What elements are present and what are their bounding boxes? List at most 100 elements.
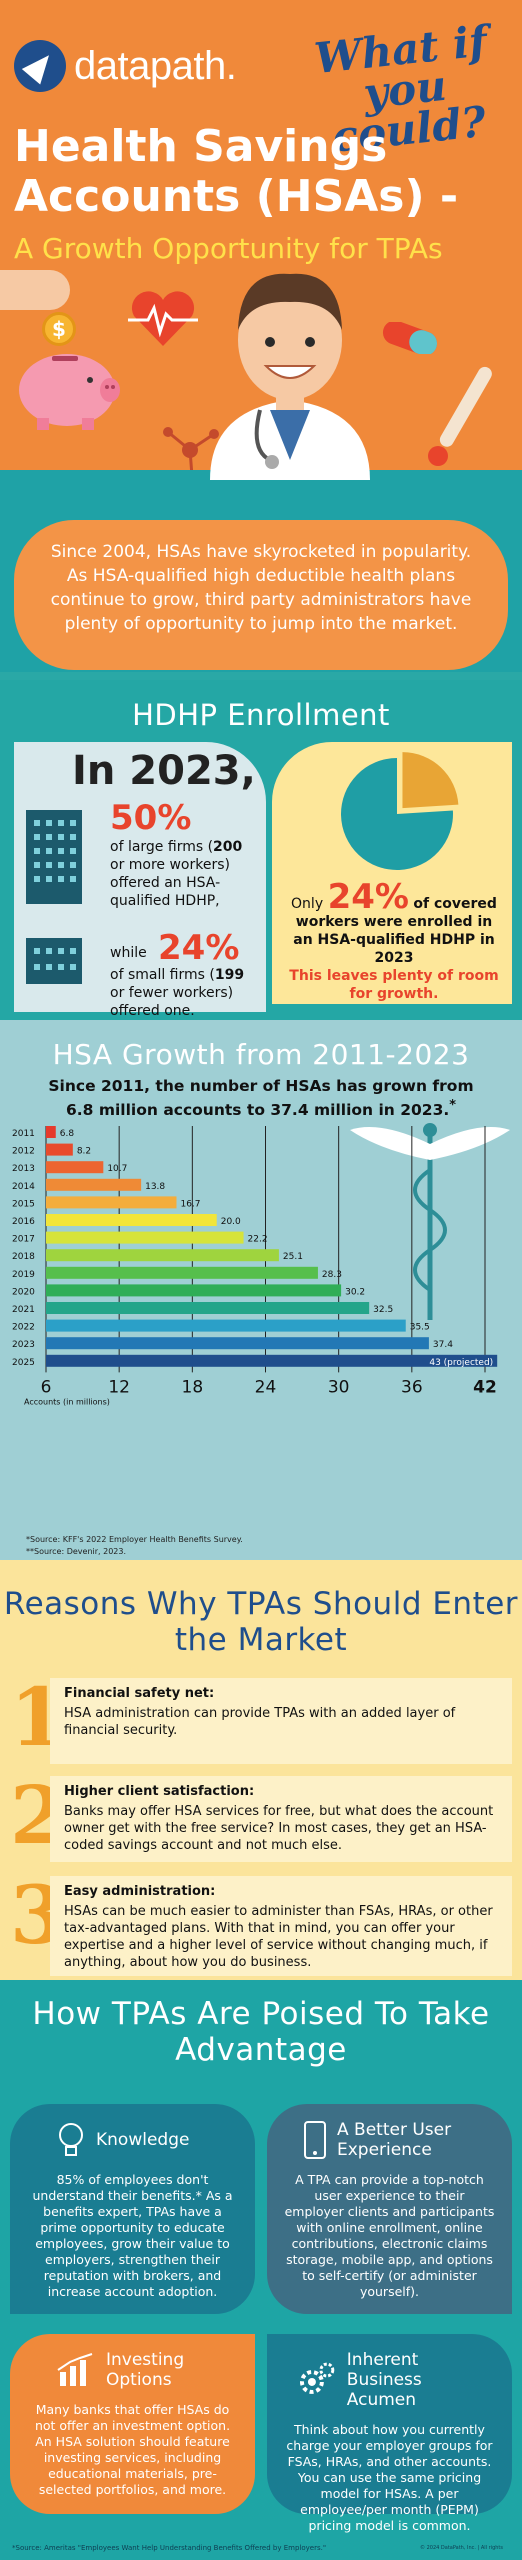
bar-2022 bbox=[46, 1319, 406, 1332]
hsa-growth-chart: 2011 6.8 2012 8.2 2013 10.7 2014 13.8 2015 16.7 20… bbox=[12, 1123, 510, 1406]
bar-2015 bbox=[46, 1196, 177, 1209]
small-firms-number: 199 bbox=[214, 967, 245, 983]
poised-heading: How TPAs Are Poised To Take Advantage bbox=[32, 1996, 490, 2068]
source-devenir: **Source: Devenir, 2023. bbox=[26, 1547, 127, 1556]
tick-label: 24 bbox=[255, 1377, 277, 1397]
data-label: 35.5 bbox=[410, 1323, 430, 1333]
data-label: 6.8 bbox=[60, 1129, 75, 1139]
coin-icon: $ bbox=[42, 312, 76, 346]
bar-2020 bbox=[46, 1284, 342, 1297]
bar-2018 bbox=[46, 1249, 279, 1262]
bar-2014 bbox=[46, 1178, 142, 1191]
hero-section: datapath. What if you could? Health Savi… bbox=[0, 0, 522, 672]
bar-2017 bbox=[46, 1231, 244, 1244]
covered-year: 2023 bbox=[374, 950, 414, 966]
data-label: 22.2 bbox=[248, 1235, 268, 1245]
data-label: 8.2 bbox=[77, 1147, 91, 1157]
category-label: 2019 bbox=[12, 1270, 35, 1280]
small-firms-percent: 24% bbox=[158, 928, 240, 968]
category-label: 2013 bbox=[12, 1164, 35, 1174]
poised-section: How TPAs Are Poised To Take Advantage Kn… bbox=[0, 1980, 522, 2560]
category-label: 2022 bbox=[12, 1323, 35, 1333]
small-firms-text-b: or fewer workers) offered one. bbox=[110, 985, 234, 1019]
card-desc: Many banks that offer HSAs do not offer … bbox=[34, 2402, 231, 2497]
growth-subheading: Since 2011, the number of HSAs has grown… bbox=[40, 1076, 482, 1120]
thermometer-icon bbox=[428, 366, 492, 466]
business-acumen-card: Inherent Business Acumen Think about how… bbox=[267, 2334, 512, 2533]
bar-2021 bbox=[46, 1302, 370, 1314]
category-label: 2016 bbox=[12, 1217, 35, 1227]
lightbulb-icon bbox=[59, 2123, 83, 2156]
doctor-illustration bbox=[210, 273, 370, 480]
reason-box: Financial safety net: HSA administration… bbox=[50, 1678, 512, 1764]
card-desc: Think about how you currently charge you… bbox=[286, 2422, 493, 2533]
reasons-heading: Reasons Why TPAs Should Enter the Market bbox=[3, 1586, 519, 1658]
data-label: 20.0 bbox=[221, 1217, 241, 1227]
reason-item: 1 Financial safety net: HSA administrati… bbox=[10, 1672, 512, 1768]
while-label: while bbox=[110, 945, 147, 961]
copyright: © 2024 DataPath, Inc. | All rights bbox=[420, 2545, 503, 2551]
reason-desc: HSAs can be much easier to administer th… bbox=[64, 1904, 493, 1970]
data-label: 32.5 bbox=[373, 1305, 393, 1315]
small-firms-text-a: of small firms ( bbox=[110, 967, 215, 983]
source-kff: *Source: KFF's 2022 Employer Health Bene… bbox=[26, 1535, 243, 1544]
in-year: In 2023, bbox=[72, 748, 256, 794]
covered-percent: 24% bbox=[327, 877, 409, 917]
category-label: 2017 bbox=[12, 1235, 35, 1245]
tick-label: 18 bbox=[182, 1377, 204, 1397]
data-label: 37.4 bbox=[433, 1340, 453, 1350]
tick-label: 36 bbox=[401, 1377, 423, 1397]
small-building-icon bbox=[26, 938, 82, 984]
intro-panel: Since 2004, HSAs have skyrocketed in pop… bbox=[14, 520, 508, 670]
large-firms-text-b: or more workers) offered an HSA-qualifie… bbox=[110, 857, 230, 909]
card-desc: 85% of employees don't understand their … bbox=[32, 2172, 233, 2299]
category-label: 2018 bbox=[12, 1252, 35, 1262]
category-label: 2021 bbox=[12, 1305, 35, 1315]
tick-label: 6 bbox=[41, 1377, 52, 1397]
growth-subheading-mark: * bbox=[449, 1098, 457, 1113]
card-title: Knowledge bbox=[96, 2130, 190, 2150]
datapath-logo[interactable]: datapath. bbox=[14, 40, 237, 92]
reason-desc: HSA administration can provide TPAs with… bbox=[64, 1706, 456, 1738]
caduceus-icon bbox=[350, 1123, 510, 1320]
category-label: 2012 bbox=[12, 1147, 35, 1157]
data-label: 13.8 bbox=[145, 1182, 165, 1192]
bar-2016 bbox=[46, 1214, 217, 1226]
tick-label: 30 bbox=[328, 1377, 350, 1397]
bar-2013 bbox=[46, 1161, 104, 1174]
large-firms-percent: 50% bbox=[110, 798, 192, 838]
piggy-bank-icon bbox=[19, 354, 120, 430]
covered-text-a: of covered workers were enrolled in an H… bbox=[293, 896, 497, 948]
user-experience-card: A Better User Experience A TPA can provi… bbox=[267, 2104, 512, 2314]
data-label: 16.7 bbox=[180, 1199, 200, 1209]
growth-sources: *Source: KFF's 2022 Employer Health Bene… bbox=[26, 1534, 243, 1558]
large-firms-number: 200 bbox=[213, 839, 243, 855]
gears-icon bbox=[299, 2362, 335, 2394]
covered-workers-pie bbox=[341, 752, 459, 870]
small-firms-text: of small firms (199 or fewer workers) of… bbox=[110, 966, 260, 1020]
bar-2025 bbox=[46, 1354, 498, 1367]
bar-2011 bbox=[46, 1126, 56, 1138]
reasons-section: Reasons Why TPAs Should Enter the Market… bbox=[0, 1560, 522, 1980]
category-label: 2025 bbox=[12, 1358, 35, 1368]
growth-heading: HSA Growth from 2011-2023 bbox=[52, 1038, 470, 1071]
category-label: 2014 bbox=[12, 1182, 35, 1192]
heartbeat-icon bbox=[128, 291, 198, 346]
data-label: 43 (projected) bbox=[429, 1358, 493, 1368]
hsa-growth-section: HSA Growth from 2011-2023 Since 2011, th… bbox=[0, 1020, 522, 1560]
tick-label: 12 bbox=[108, 1377, 130, 1397]
card-title: A Better User Experience bbox=[337, 2120, 452, 2160]
compass-icon bbox=[14, 40, 66, 92]
firms-panel: In 2023, 50% of large firms (200 or more… bbox=[14, 742, 266, 1019]
category-label: 2020 bbox=[12, 1287, 35, 1297]
pie-slice-enrolled bbox=[402, 752, 459, 809]
reason-title: Financial safety net: bbox=[64, 1686, 215, 1701]
hdhp-section: HDHP Enrollment In 2023, 50% of large fi… bbox=[0, 680, 522, 1020]
intro-text: Since 2004, HSAs have skyrocketed in pop… bbox=[50, 542, 472, 634]
pie-slice-not-enrolled bbox=[341, 758, 453, 870]
category-label: 2015 bbox=[12, 1199, 35, 1209]
large-firms-text-a: of large firms ( bbox=[110, 839, 214, 855]
page-subtitle: A Growth Opportunity for TPAs bbox=[14, 232, 443, 265]
data-label: 10.7 bbox=[107, 1164, 127, 1174]
card-title: Inherent Business Acumen bbox=[346, 2350, 422, 2410]
